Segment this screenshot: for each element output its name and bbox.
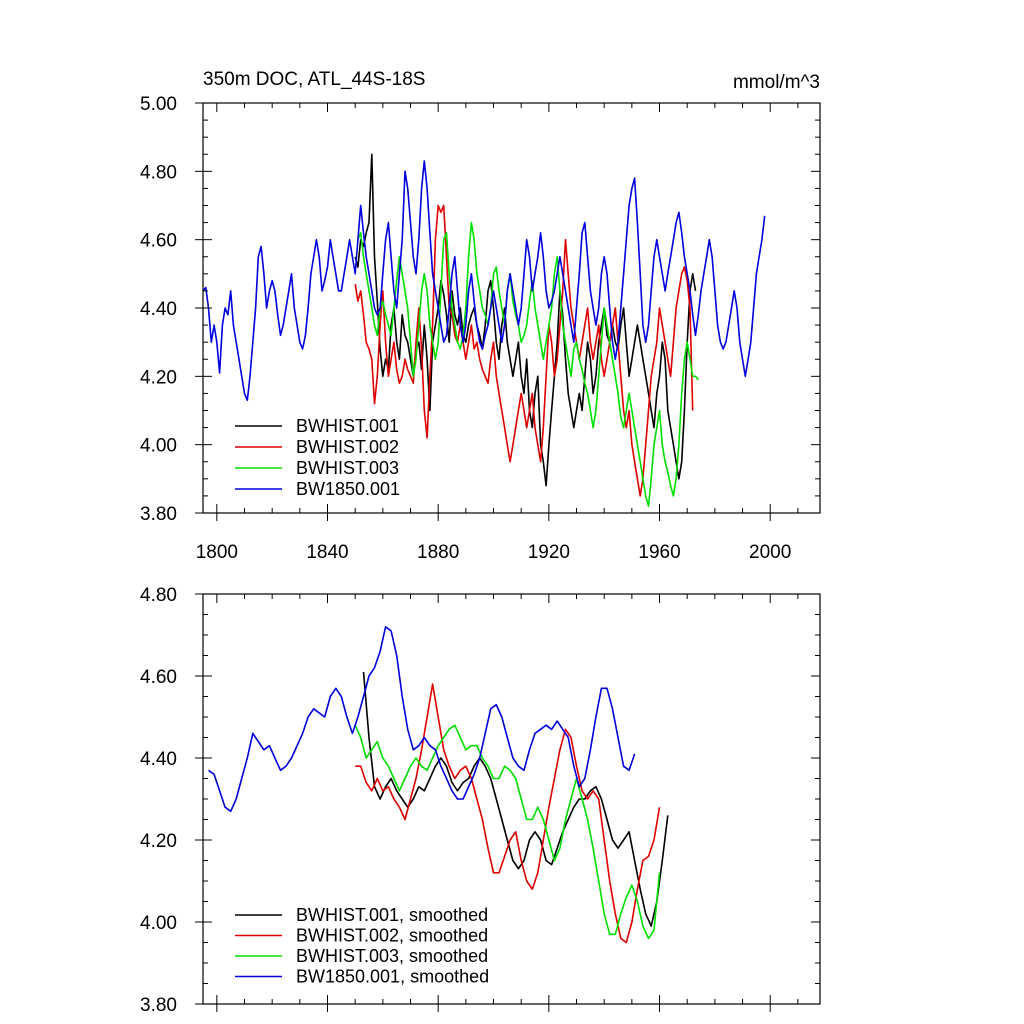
- y-tick-label: 4.20: [140, 831, 177, 852]
- y-tick-label: 4.00: [140, 436, 177, 457]
- y-tick-label: 4.00: [140, 913, 177, 934]
- bottom-plot-frame: [202, 593, 821, 1005]
- bottom-ticks-group: 3.80 4.00 4.20 4.40 4.60 4.80: [140, 585, 820, 1016]
- bottom-series-group: [208, 625, 669, 944]
- x-tick-label: 1840: [306, 542, 348, 563]
- top-ticks-group: 1800 1840 1880 1920 1960 2000 3.80 4.00 4.20 4.40…: [140, 94, 820, 563]
- chart-title: 350m DOC, ATL_44S-18S: [203, 69, 425, 90]
- series-line-4: [208, 625, 636, 813]
- legend-label: BWHIST.001, smoothed: [296, 905, 488, 925]
- legend-label: BWHIST.003: [296, 458, 399, 478]
- legend-label: BW1850.001, smoothed: [296, 967, 489, 987]
- x-tick-label: 1800: [196, 542, 238, 563]
- y-tick-label: 4.60: [140, 667, 177, 688]
- legend-label: BWHIST.002, smoothed: [296, 926, 488, 946]
- series-line-2: [354, 204, 694, 497]
- legend-label: BWHIST.001: [296, 416, 399, 436]
- x-tick-label: 1880: [417, 542, 459, 563]
- x-tick-label: 1960: [638, 542, 680, 563]
- series-line-2: [355, 683, 661, 944]
- series-line-1: [362, 671, 669, 927]
- y-tick-label: 4.20: [140, 367, 177, 388]
- y-tick-label: 4.40: [140, 749, 177, 770]
- series-line-3: [354, 724, 661, 940]
- y-tick-label: 3.80: [140, 504, 177, 525]
- top-panel: 350m DOC, ATL_44S-18S mmol/m^3 1800 1840 1…: [140, 69, 821, 563]
- legend-label: BWHIST.002: [296, 437, 399, 457]
- y-tick-label: 4.60: [140, 231, 177, 252]
- top-series-group: [203, 153, 766, 508]
- bottom-panel: 3.80 4.00 4.20 4.40 4.60 4.80 BWHIST.001, smo…: [140, 585, 821, 1016]
- units-label: mmol/m^3: [733, 72, 820, 93]
- y-tick-label: 3.80: [140, 995, 177, 1016]
- y-tick-label: 4.40: [140, 299, 177, 320]
- series-line-4: [203, 160, 766, 402]
- x-tick-label: 1920: [528, 542, 570, 563]
- y-tick-label: 4.80: [140, 162, 177, 183]
- top-plot-frame: [202, 102, 821, 514]
- x-tick-label: 2000: [749, 542, 791, 563]
- y-tick-label: 4.80: [140, 585, 177, 606]
- y-tick-label: 5.00: [140, 94, 177, 115]
- legend-label: BW1850.001: [296, 479, 400, 499]
- series-line-3: [357, 221, 699, 508]
- legend-label: BWHIST.003, smoothed: [296, 946, 488, 966]
- series-line-1: [354, 153, 697, 487]
